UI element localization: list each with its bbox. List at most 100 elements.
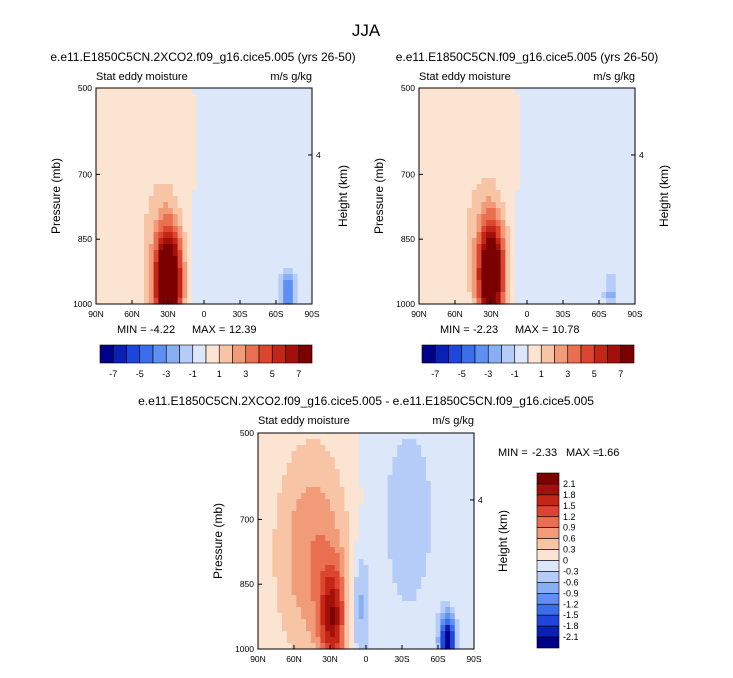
heatmap-cell: [462, 160, 467, 167]
heatmap-cell: [464, 637, 469, 644]
heatmap-cell: [549, 178, 554, 185]
heatmap-cell: [525, 280, 530, 287]
heatmap-cell: [412, 529, 417, 536]
heatmap-cell: [601, 88, 606, 95]
heatmap-cell: [330, 463, 335, 470]
heatmap-cell: [421, 457, 426, 464]
heatmap-cell: [501, 196, 506, 203]
heatmap-cell: [525, 112, 530, 119]
heatmap-cell: [467, 142, 472, 149]
heatmap-cell: [192, 286, 197, 293]
heatmap-cell: [429, 106, 434, 113]
heatmap-cell: [419, 94, 424, 101]
heatmap-cell: [440, 511, 445, 518]
heatmap-cell: [258, 493, 263, 500]
heatmap-cell: [505, 142, 510, 149]
heatmap-cell: [130, 280, 135, 287]
heatmap-cell: [178, 280, 183, 287]
heatmap-cell: [453, 238, 458, 245]
heatmap-cell: [302, 226, 307, 233]
heatmap-cell: [230, 130, 235, 137]
heatmap-cell: [288, 136, 293, 143]
heatmap-cell: [424, 154, 429, 161]
heatmap-cell: [211, 88, 216, 95]
heatmap-cell: [115, 268, 120, 275]
heatmap-cell: [472, 130, 477, 137]
heatmap-cell: [383, 487, 388, 494]
colorbar-box: [193, 345, 206, 363]
heatmap-cell: [486, 172, 491, 179]
heatmap-cell: [621, 94, 626, 101]
heatmap-cell: [621, 130, 626, 137]
heatmap-cell: [568, 106, 573, 113]
heatmap-cell: [287, 619, 292, 626]
heatmap-cell: [429, 112, 434, 119]
heatmap-cell: [445, 607, 450, 614]
heatmap-cell: [293, 148, 298, 155]
heatmap-cell: [101, 142, 106, 149]
heatmap-cell: [373, 607, 378, 614]
heatmap-cell: [443, 94, 448, 101]
heatmap-cell: [197, 244, 202, 251]
heatmap-cell: [445, 625, 450, 632]
heatmap-cell: [424, 244, 429, 251]
heatmap-cell: [515, 124, 520, 131]
heatmap-cell: [460, 511, 465, 518]
heatmap-cell: [202, 202, 207, 209]
heatmap-cell: [416, 487, 421, 494]
heatmap-cell: [235, 196, 240, 203]
heatmap-cell: [263, 619, 268, 626]
heatmap-cell: [282, 457, 287, 464]
heatmap-cell: [448, 118, 453, 125]
heatmap-cell: [292, 433, 297, 440]
heatmap-cell: [344, 589, 349, 596]
heatmap-cell: [392, 469, 397, 476]
heatmap-cell: [457, 292, 462, 299]
heatmap-cell: [287, 475, 292, 482]
heatmap-cell: [226, 280, 231, 287]
heatmap-cell: [416, 463, 421, 470]
heatmap-cell: [278, 148, 283, 155]
heatmap-cell: [549, 274, 554, 281]
heatmap-cell: [130, 130, 135, 137]
colorbar-box: [515, 345, 528, 363]
heatmap-cell: [529, 106, 534, 113]
heatmap-cell: [416, 595, 421, 602]
heatmap-cell: [245, 100, 250, 107]
heatmap-cell: [110, 232, 115, 239]
heatmap-cell: [311, 589, 316, 596]
heatmap-cell: [101, 196, 106, 203]
heatmap-cell: [462, 166, 467, 173]
heatmap-cell: [340, 589, 345, 596]
heatmap-cell: [429, 142, 434, 149]
heatmap-cell: [192, 226, 197, 233]
heatmap-cell: [158, 94, 163, 101]
heatmap-cell: [158, 262, 163, 269]
heatmap-cell: [450, 571, 455, 578]
heatmap-cell: [330, 445, 335, 452]
heatmap-cell: [587, 292, 592, 299]
heatmap-cell: [250, 226, 255, 233]
heatmap-cell: [263, 613, 268, 620]
heatmap-cell: [240, 106, 245, 113]
heatmap-cell: [412, 547, 417, 554]
heatmap-cell: [349, 475, 354, 482]
heatmap-cell: [462, 118, 467, 125]
heatmap-cell: [510, 100, 515, 107]
heatmap-cell: [436, 481, 441, 488]
heatmap-cell: [611, 250, 616, 257]
heatmap-cell: [202, 172, 207, 179]
heatmap-cell: [235, 136, 240, 143]
heatmap-cell: [477, 118, 482, 125]
heatmap-cell: [553, 154, 558, 161]
heatmap-cell: [182, 226, 187, 233]
heatmap-cell: [416, 607, 421, 614]
heatmap-cell: [258, 463, 263, 470]
heatmap-cell: [250, 292, 255, 299]
heatmap-cell: [125, 190, 130, 197]
heatmap-cell: [597, 196, 602, 203]
heatmap-cell: [621, 250, 626, 257]
x-tick-label: 60N: [286, 654, 302, 664]
heatmap-cell: [245, 238, 250, 245]
heatmap-cell: [457, 262, 462, 269]
